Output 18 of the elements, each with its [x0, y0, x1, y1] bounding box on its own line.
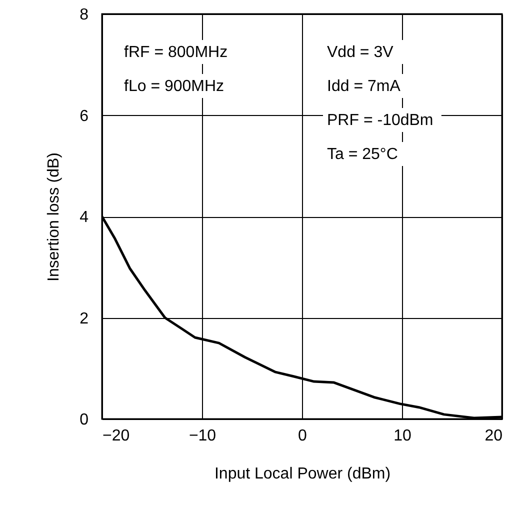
x-tick-label: −20: [102, 428, 130, 444]
y-tick-label: 8: [80, 6, 89, 24]
y-axis-title: Insertion loss (dB): [46, 152, 63, 282]
y-tick-label: 4: [80, 209, 89, 226]
annotation: fRF = 800MHz: [124, 44, 228, 61]
x-tick-label: 0: [298, 428, 308, 444]
annotation: PRF = -10dBm: [327, 112, 434, 129]
x-tick-label: 20: [484, 428, 503, 444]
annotation: Ta = 25°C: [327, 146, 398, 163]
annotation: fLo = 900MHz: [124, 78, 224, 95]
annotation: Vdd = 3V: [327, 44, 394, 61]
x-tick-label: −10: [188, 428, 216, 444]
y-tick-label: 6: [80, 108, 89, 125]
annotation: Idd = 7mA: [327, 78, 401, 95]
x-axis-title: Input Local Power (dBm): [214, 466, 391, 482]
y-tick-label: 0: [80, 412, 89, 428]
y-tick-label: 2: [80, 310, 89, 328]
x-tick-label: 10: [394, 428, 412, 444]
